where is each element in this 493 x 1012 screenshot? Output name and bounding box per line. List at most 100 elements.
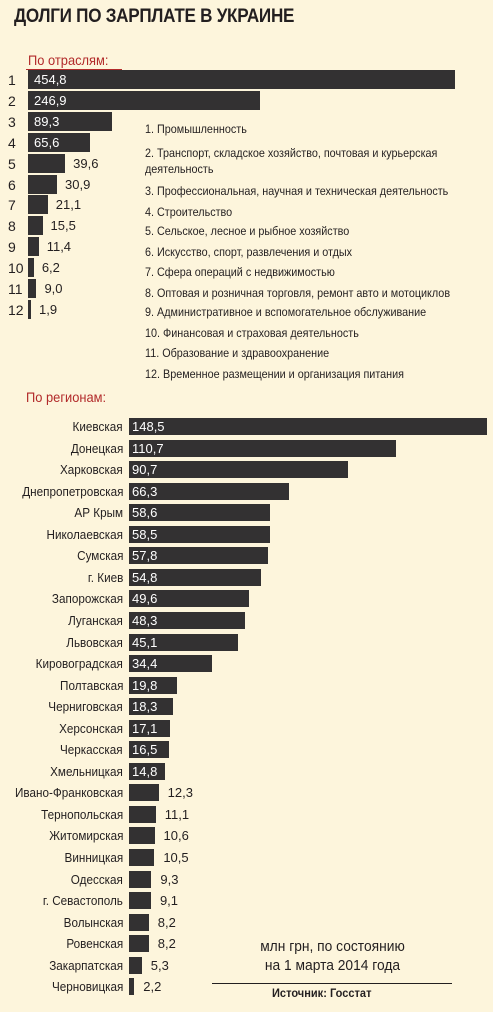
region-bar: [129, 482, 289, 500]
region-value-label: 11,1: [164, 806, 190, 822]
region-value-label: 57,8: [132, 548, 158, 564]
region-bar: [129, 504, 271, 522]
source-divider: [212, 983, 452, 984]
region-name-label: Тернопольская: [40, 806, 123, 822]
sector-legend-item: 3. Профессиональная, научная и техническ…: [145, 184, 449, 198]
region-value-label: 17,1: [132, 720, 158, 736]
region-bar: [129, 698, 174, 716]
sector-section-title: По отраслям:: [28, 52, 109, 68]
sector-value-label: 246,9: [34, 92, 67, 108]
sector-rank-label: 8: [8, 218, 16, 235]
sector-legend-item: 10. Финансовая и страховая деятельность: [145, 326, 359, 340]
sector-rank-label: 7: [8, 197, 16, 214]
region-name-label: г. Киев: [87, 569, 123, 585]
region-bar: [129, 827, 155, 845]
unit-note-line1: млн грн, по состоянию: [260, 938, 405, 955]
region-value-label: 58,6: [132, 505, 158, 521]
sector-value-label: 30,9: [65, 176, 91, 192]
region-value-label: 14,8: [132, 763, 158, 779]
region-name-label: Житомирская: [48, 828, 123, 844]
region-bar: [129, 741, 169, 759]
region-section-title: По регионам:: [26, 389, 107, 405]
region-value-label: 148,5: [132, 419, 165, 434]
region-name-label: Луганская: [68, 612, 123, 628]
sector-legend-item: 12. Временное размещении и организация п…: [145, 367, 405, 381]
region-value-label: 66,3: [132, 483, 158, 499]
sector-rank-label: 11: [8, 281, 23, 297]
sector-rank-label: 4: [8, 134, 16, 151]
sector-legend-item: 7. Сфера операций с недвижимостью: [145, 265, 335, 279]
sector-value-label: 15,5: [50, 218, 76, 234]
region-bar: [129, 655, 212, 673]
sector-value-label: 454,8: [34, 72, 67, 87]
sector-bar: [28, 153, 66, 173]
region-name-label: Черниговская: [48, 699, 123, 715]
region-name-label: Черкасская: [60, 742, 123, 758]
sector-value-label: 9,0: [44, 281, 63, 296]
region-name-label: Херсонская: [59, 720, 123, 736]
region-value-label: 16,5: [132, 742, 158, 758]
sector-bar: [28, 132, 90, 152]
region-bar: [129, 418, 487, 435]
sector-legend-item: 1. Промышленность: [145, 122, 247, 136]
region-bar: [129, 719, 171, 737]
region-bar: [129, 590, 249, 608]
sector-legend-item: 8. Оптовая и розничная торговля, ремонт …: [145, 286, 451, 300]
region-value-label: 45,1: [132, 634, 158, 650]
region-name-label: Одесская: [70, 871, 123, 887]
region-value-label: 9,1: [159, 893, 179, 909]
region-value-label: 54,8: [132, 569, 158, 585]
region-bar: [129, 849, 155, 866]
region-value-label: 5,3: [150, 957, 169, 973]
region-value-label: 9,3: [160, 871, 179, 887]
sector-rank-label: 9: [8, 239, 16, 256]
region-bar: [129, 935, 149, 953]
sector-legend-item: 11. Образование и здравоохранение: [145, 346, 330, 360]
sector-title-underline: [26, 69, 122, 70]
region-name-label: Закарпатская: [49, 957, 123, 973]
region-name-label: Винницкая: [64, 850, 123, 865]
region-name-label: Волынская: [63, 914, 123, 930]
region-value-label: 10,5: [163, 850, 189, 865]
region-bar: [129, 805, 156, 823]
sector-bar: [28, 111, 112, 131]
region-name-label: АР Крым: [74, 505, 123, 521]
region-bar: [129, 461, 348, 479]
region-bar: [129, 547, 269, 565]
sector-legend-item: 9. Административное и вспомогательное об…: [145, 305, 427, 319]
sector-bar: [28, 70, 455, 89]
region-name-label: Кировоградская: [35, 656, 123, 672]
region-bar: [129, 525, 271, 543]
region-name-label: Полтавская: [59, 677, 123, 693]
region-value-label: 110,7: [132, 440, 164, 456]
region-name-label: Харковская: [60, 462, 123, 478]
region-name-label: Донецкая: [70, 440, 123, 456]
region-bar: [129, 978, 135, 996]
sector-bar: [28, 237, 39, 257]
region-bar: [129, 956, 142, 974]
sector-legend-item: 4. Строительство: [145, 205, 233, 219]
region-name-label: Львовская: [66, 634, 123, 650]
sector-rank-label: 2: [8, 92, 16, 109]
region-value-label: 18,3: [132, 699, 158, 715]
region-bar: [129, 913, 149, 931]
region-bar: [129, 870, 152, 888]
region-bar: [129, 633, 238, 651]
region-value-label: 90,7: [132, 462, 158, 478]
sector-bar: [28, 258, 34, 278]
region-name-label: г. Севастополь: [43, 893, 123, 909]
sector-value-label: 21,1: [55, 197, 82, 213]
sector-legend-item: 5. Сельское, лесное и рыбное хозяйство: [145, 224, 350, 238]
region-value-label: 10,6: [163, 828, 189, 844]
region-name-label: Киевская: [72, 419, 123, 434]
region-bar: [129, 784, 159, 802]
region-bar: [129, 762, 165, 780]
region-name-label: Днепропетровская: [21, 483, 123, 499]
unit-note: млн грн, по состоянию на 1 марта 2014 го…: [238, 937, 427, 975]
sector-rank-label: 5: [8, 155, 16, 172]
sector-rank-label: 10: [8, 260, 24, 277]
sector-bar: [28, 279, 37, 298]
region-bar: [129, 892, 151, 910]
region-name-label: Запорожская: [51, 591, 123, 607]
region-value-label: 48,3: [132, 612, 158, 628]
